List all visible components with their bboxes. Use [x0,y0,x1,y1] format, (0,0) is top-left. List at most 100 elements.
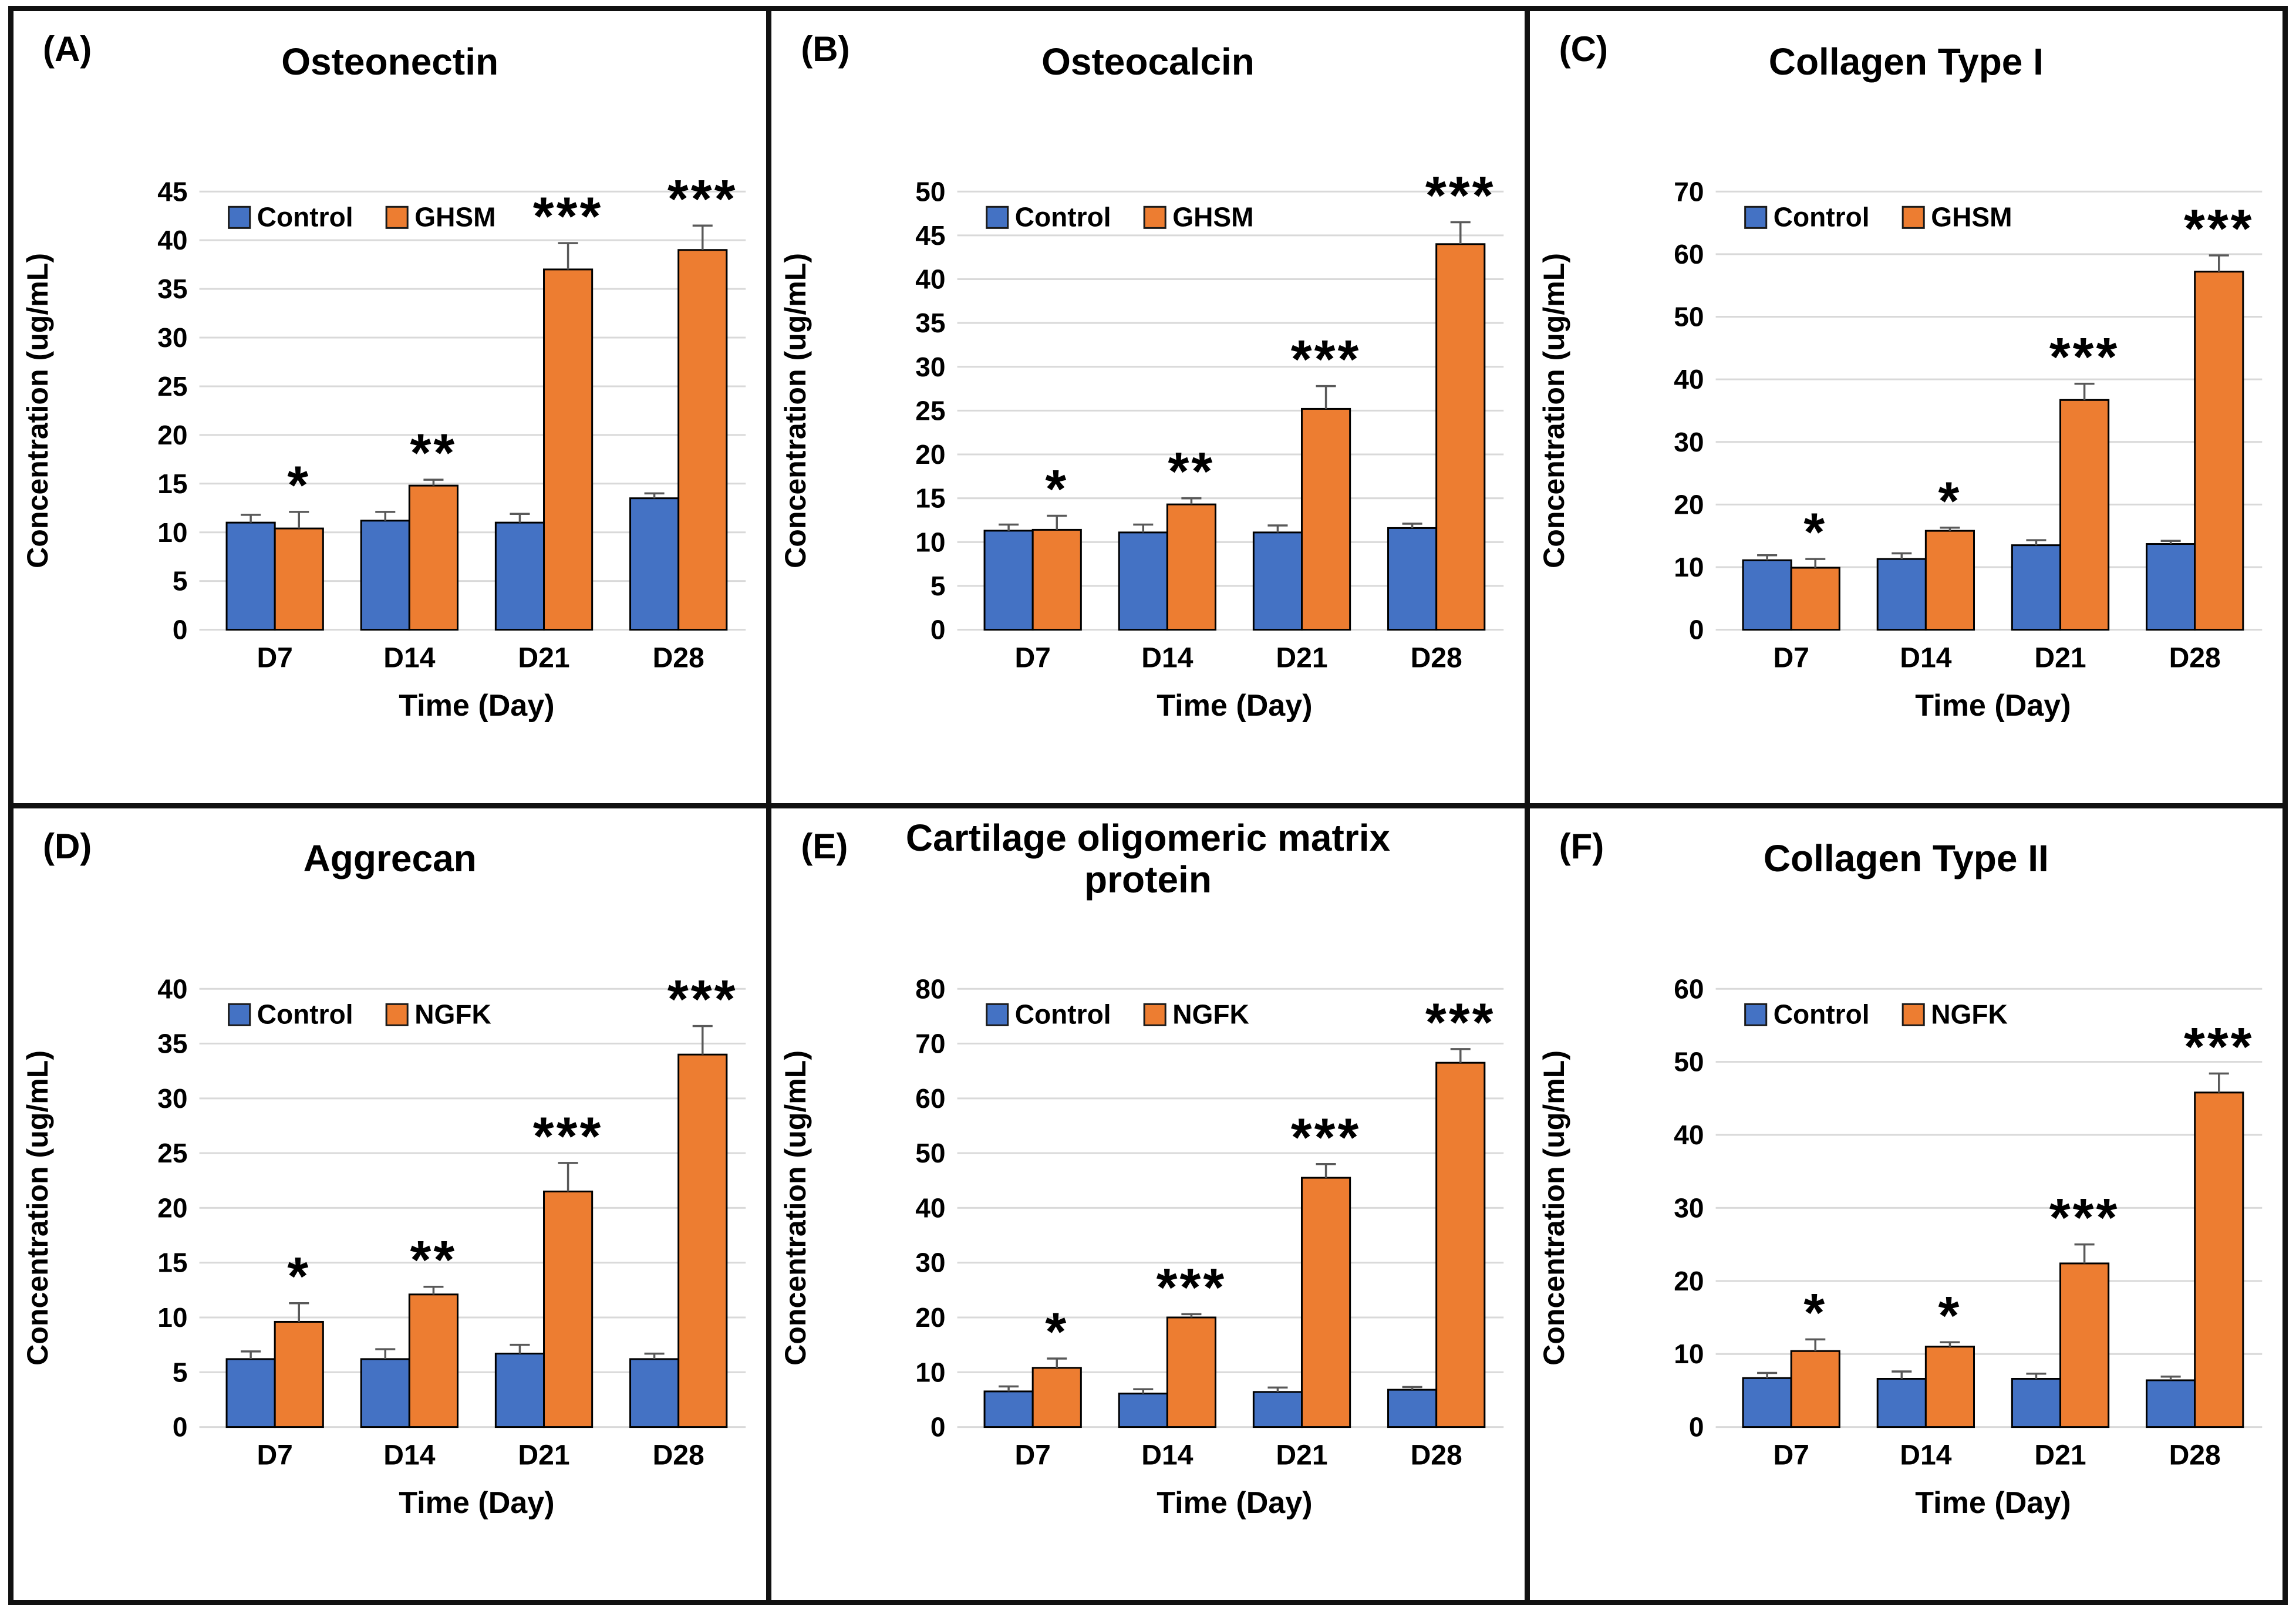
bar-treatment-d7 [1032,528,1083,631]
bar-control-d14 [1876,558,1927,631]
y-tick-label: 25 [157,1138,187,1168]
panel-header: (B) Osteocalcin [771,11,1524,112]
legend-label-control: Control [1015,999,1111,1029]
y-tick-label: 35 [916,308,946,338]
y-tick-label: 80 [916,973,946,1004]
significance-marker: *** [1425,992,1496,1052]
y-tick-label: 0 [1689,1411,1704,1442]
y-tick-label: 5 [173,1357,188,1387]
bar-chart-svg: 0 10 20 30 40 50 60 70 80 Concentration (ug/mL) * D… [779,973,1504,1519]
legend-label-control: Control [1773,999,1869,1029]
x-tick-label: D14 [1142,642,1193,674]
x-axis-title: Time (Day) [399,689,554,723]
x-tick-label: D7 [1773,642,1809,674]
y-tick-label: 0 [930,615,946,645]
bar-control-d21 [2011,1377,2061,1428]
x-tick-label: D28 [1411,1439,1462,1471]
bar-chart-svg: 0 5 10 15 20 25 30 35 40 45 50 Concentration (ug/mL… [779,165,1504,723]
significance-marker: *** [2184,1016,2254,1077]
y-tick-label: 5 [173,566,188,596]
bar-control-d14 [1118,1392,1169,1428]
y-tick-label: 25 [916,395,946,426]
significance-marker: * [1046,1301,1069,1361]
y-tick-label: 40 [1674,1120,1704,1150]
significance-marker: *** [533,186,603,247]
panel-collagen-type-2: (F) Collagen Type II 0 10 20 30 40 50 60 Concen… [1529,808,2282,1600]
significance-marker: *** [2184,198,2254,259]
x-tick-label: D21 [1276,642,1328,674]
y-axis-title: Concentration (ug/mL) [779,1050,812,1365]
chart-collagen-type-2: 0 10 20 30 40 50 60 Concentration (ug/mL) * D7 * D1… [1530,909,2282,1600]
x-tick-label: D14 [1142,1439,1193,1471]
bar-control-d28 [629,1357,680,1428]
x-tick-label: D7 [1773,1439,1809,1471]
panel-title: Collagen Type I [1768,40,2044,83]
bar-treatment-d14 [1924,1345,1975,1428]
legend-swatch-treatment [1901,205,1925,229]
legend-swatch-control [228,205,251,229]
y-tick-label: 40 [157,973,187,1004]
bar-treatment-d14 [1924,530,1975,631]
x-tick-label: D21 [518,1439,569,1471]
bar-control-d7 [983,1390,1034,1428]
y-tick-label: 60 [1674,973,1704,1004]
y-tick-label: 60 [916,1083,946,1113]
bar-treatment-d21 [543,268,594,631]
significance-marker: *** [1157,1257,1227,1317]
y-tick-label: 20 [916,439,946,470]
x-tick-label: D14 [383,1439,435,1471]
bar-chart-svg: 0 5 10 15 20 25 30 35 40 Concentration (ug/mL) * D7… [21,969,746,1519]
legend-swatch-treatment [385,1003,409,1026]
bar-treatment-d28 [2193,271,2244,631]
y-tick-label: 40 [157,225,187,255]
significance-marker: * [1046,459,1069,520]
bar-treatment-d7 [274,527,324,631]
chart-collagen-type-1: 0 10 20 30 40 50 60 70 Concentration (ug/mL) * D7 *… [1530,112,2282,803]
y-tick-label: 35 [157,1028,187,1059]
legend-swatch-treatment [1143,1003,1167,1026]
significance-marker: *** [1425,165,1496,225]
y-tick-label: 10 [916,1357,946,1387]
y-tick-label: 60 [1674,239,1704,269]
legend-swatch-control [986,205,1009,229]
significance-marker: * [287,1246,311,1306]
y-tick-label: 15 [157,469,187,499]
y-tick-label: 0 [173,1411,188,1442]
y-tick-label: 45 [916,220,946,251]
legend-swatch-treatment [1901,1003,1925,1026]
bar-control-d21 [1253,1390,1303,1428]
panel-title: Osteonectin [281,40,499,83]
significance-marker: *** [1291,1107,1361,1167]
y-tick-label: 10 [916,527,946,557]
y-tick-label: 20 [157,1192,187,1223]
bar-control-d7 [225,1357,276,1428]
y-tick-label: 15 [916,483,946,514]
x-axis-title: Time (Day) [1915,689,2071,723]
bar-treatment-d21 [1301,1177,1351,1428]
significance-marker: * [1938,471,1961,531]
figure-grid: (A) Osteonectin 0 5 10 15 20 25 30 35 40 45 Concen… [8,6,2288,1605]
panel-label: (F) [1559,826,1604,866]
significance-marker: *** [2049,1187,2119,1248]
x-tick-label: D7 [257,1439,292,1471]
y-tick-label: 20 [1674,489,1704,520]
bar-treatment-d28 [677,1053,728,1428]
y-tick-label: 50 [1674,1046,1704,1077]
bar-treatment-d21 [543,1190,594,1428]
bar-control-d7 [1742,1377,1792,1428]
legend-label-control: Control [257,201,353,232]
bar-control-d28 [629,497,680,631]
bar-chart-svg: 0 10 20 30 40 50 60 Concentration (ug/mL) * D7 * D1… [1538,973,2262,1519]
significance-marker: *** [1291,329,1361,390]
y-tick-label: 30 [916,1247,946,1278]
x-axis-title: Time (Day) [1157,1485,1313,1519]
bar-control-d7 [983,530,1034,631]
bar-control-d7 [225,521,276,631]
panel-label: (A) [43,29,92,69]
legend-label-treatment: NGFK [414,999,491,1029]
x-tick-label: D28 [2169,642,2220,674]
x-tick-label: D21 [1276,1439,1328,1471]
x-tick-label: D28 [2169,1439,2220,1471]
bar-control-d14 [1876,1377,1927,1428]
panel-label: (E) [801,826,848,866]
